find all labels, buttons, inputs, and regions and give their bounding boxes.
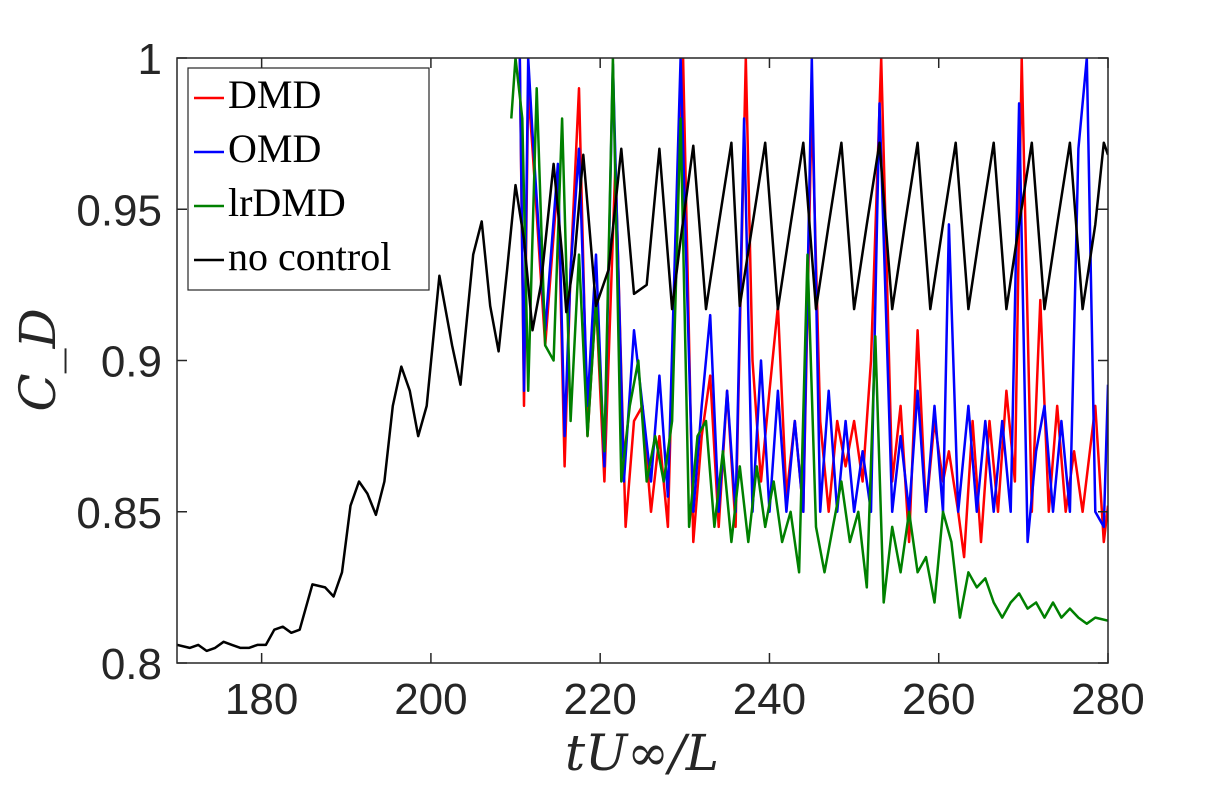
- x-axis-title: tU∞/L: [565, 724, 719, 782]
- y-tick-label: 0.8: [101, 640, 162, 689]
- y-tick-label: 0.85: [76, 489, 162, 538]
- x-tick-label: 180: [225, 675, 298, 724]
- series-layer: [177, 58, 1108, 653]
- legend-label-dmd: DMD: [228, 72, 321, 117]
- y-tick-label: 1: [138, 35, 162, 84]
- legend-label-lrdmd: lrDMD: [228, 180, 346, 225]
- y-tick-label: 0.95: [76, 186, 162, 235]
- legend-label-omd: OMD: [228, 126, 321, 171]
- x-tick-label: 220: [563, 675, 636, 724]
- legend-box: [187, 67, 430, 291]
- x-tick-label: 260: [902, 675, 975, 724]
- y-tick-label: 0.9: [101, 338, 162, 387]
- legend: DMD OMD lrDMD no control: [187, 67, 430, 291]
- x-tick-label: 280: [1071, 675, 1144, 724]
- legend-label-no-control: no control: [228, 234, 391, 279]
- series-line-lrdmd: [510, 58, 1108, 625]
- tick-layer: 180 200 220 240 260 280 0.8 0.85 0.9 0.95 1: [76, 35, 1144, 724]
- series-line-no-control: [177, 141, 1108, 653]
- y-axis-title: C_D: [9, 308, 67, 411]
- x-tick-label: 240: [733, 675, 806, 724]
- x-tick-label: 200: [394, 675, 467, 724]
